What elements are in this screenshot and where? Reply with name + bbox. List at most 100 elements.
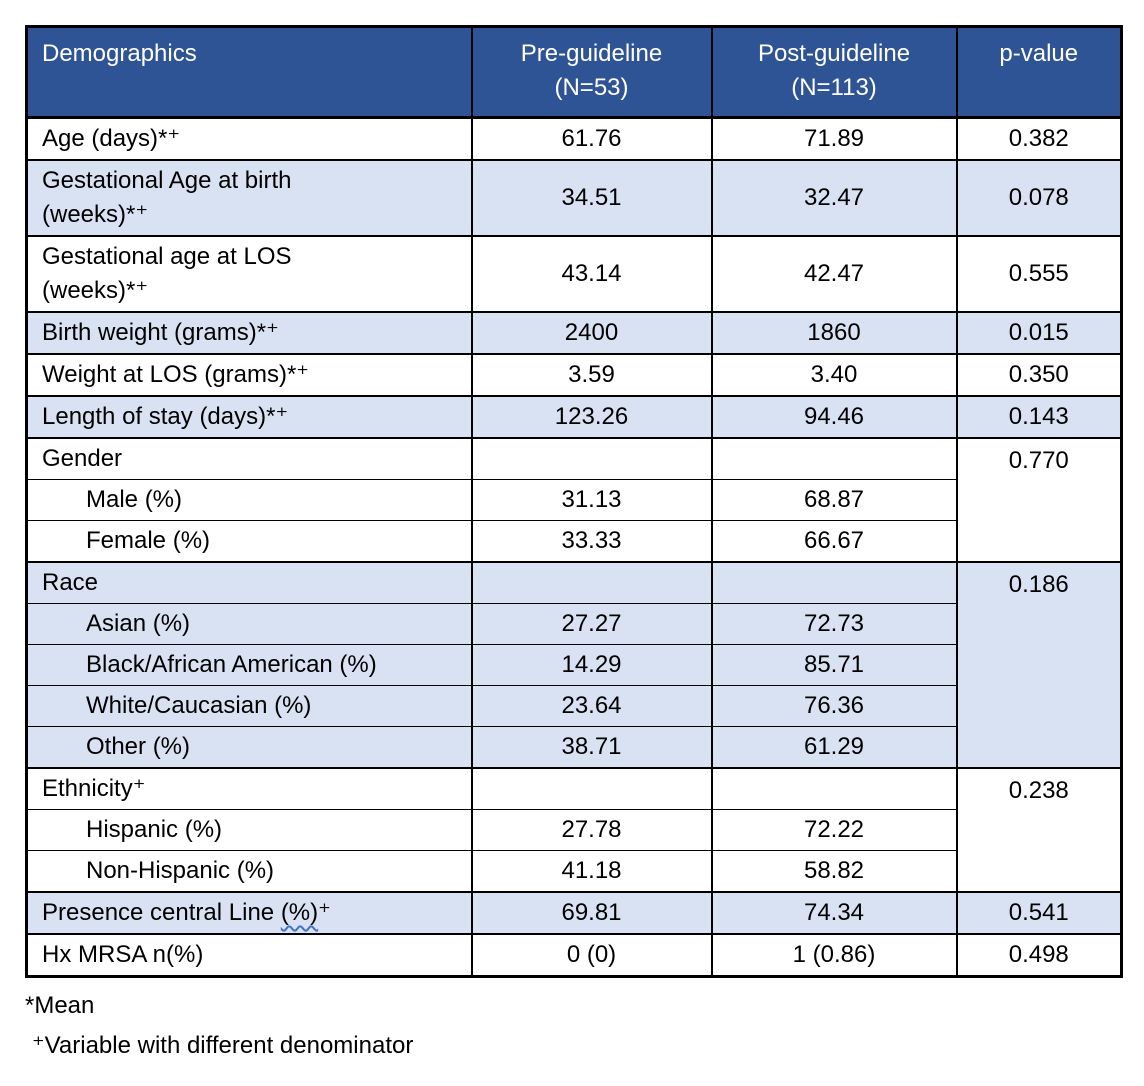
pre-value-cell: 43.14 <box>470 235 712 312</box>
post-value-cell: 94.46 <box>710 395 957 438</box>
table-row: Weight at LOS (grams)*⁺ 3.59 3.40 0.350 <box>26 353 1122 396</box>
table-row: Male (%) 31.13 68.87 <box>26 479 1122 521</box>
p-value-cell: 0.555 <box>955 235 1122 312</box>
post-value-cell: 3.40 <box>710 353 957 396</box>
post-value-cell: 32.47 <box>710 159 957 236</box>
pre-value-cell <box>470 561 712 604</box>
column-header-label: Post-guideline <box>757 40 911 67</box>
pre-value-cell: 34.51 <box>470 159 712 236</box>
post-value-cell: 68.87 <box>710 479 957 521</box>
post-value-cell: 58.82 <box>710 850 957 892</box>
row-label-cell: Gestational Age at birth (weeks)*⁺ <box>26 159 472 236</box>
row-label-cell: Gender <box>26 437 472 480</box>
post-value-cell: 74.34 <box>710 891 957 934</box>
table-row: Hx MRSA n(%) 0 (0) 1 (0.86) 0.498 <box>26 933 1122 977</box>
row-label-cell: Hx MRSA n(%) <box>26 933 472 977</box>
row-label-cell: Hispanic (%) <box>26 809 472 851</box>
table-row: Ethnicity⁺ 0.238 <box>26 767 1122 892</box>
pre-value-cell: 14.29 <box>470 644 712 686</box>
row-label-cell: Asian (%) <box>26 603 472 645</box>
column-header-label: p-value <box>999 40 1079 67</box>
post-value-cell: 76.36 <box>710 685 957 727</box>
pre-value-cell: 61.76 <box>470 116 712 160</box>
post-value-cell: 1 (0.86) <box>710 933 957 977</box>
post-value-cell <box>710 561 957 604</box>
pre-value-cell: 23.64 <box>470 685 712 727</box>
column-header-label: Demographics <box>42 40 197 67</box>
row-label-cell: Presence central Line (%)⁺ <box>26 891 472 934</box>
row-label-cell: Race <box>26 561 472 604</box>
column-header-post-guideline: Post-guideline (N=113) <box>710 26 957 119</box>
pre-value-cell: 41.18 <box>470 850 712 892</box>
demographics-table: Demographics Pre-guideline (N=53) Post-g… <box>25 25 1123 978</box>
pre-value-cell: 123.26 <box>470 395 712 438</box>
table-row: Non-Hispanic (%) 41.18 58.82 <box>26 850 1122 892</box>
post-value-cell: 61.29 <box>710 726 957 768</box>
p-value-cell: 0.382 <box>955 116 1122 160</box>
post-value-cell: 1860 <box>710 311 957 354</box>
table-row: Race 0.186 <box>26 561 1122 768</box>
column-header-label: Pre-guideline <box>520 40 663 67</box>
p-value-cell: 0.238 <box>955 767 1122 892</box>
p-value-cell: 0.350 <box>955 353 1122 396</box>
table-row: Gestational Age at birth (weeks)*⁺ 34.51 3… <box>26 159 1122 236</box>
table-row: Gender 0.770 <box>26 437 1122 562</box>
p-value-cell: 0.078 <box>955 159 1122 236</box>
pre-value-cell: 3.59 <box>470 353 712 396</box>
table-row: Presence central Line (%)⁺ 69.81 74.34 0.54… <box>26 891 1122 934</box>
label-text: Presence central Line <box>42 899 281 926</box>
footnote-denominator: ⁺Variable with different denominator <box>32 1032 414 1059</box>
pre-value-cell: 31.13 <box>470 479 712 521</box>
p-value-cell: 0.015 <box>955 311 1122 354</box>
pre-value-cell: 38.71 <box>470 726 712 768</box>
row-label-cell: Gestational age at LOS (weeks)*⁺ <box>26 235 472 312</box>
table-row: White/Caucasian (%) 23.64 76.36 <box>26 685 1122 727</box>
post-value-cell: 72.73 <box>710 603 957 645</box>
p-value-cell: 0.541 <box>955 891 1122 934</box>
row-label-cell: Other (%) <box>26 726 472 768</box>
pre-value-cell: 27.78 <box>470 809 712 851</box>
table-row: Hispanic (%) 27.78 72.22 <box>26 809 1122 851</box>
row-label-cell: Ethnicity⁺ <box>26 767 472 810</box>
row-label-cell: Female (%) <box>26 520 472 562</box>
row-label-cell: Birth weight (grams)*⁺ <box>26 311 472 354</box>
p-value-cell: 0.498 <box>955 933 1122 977</box>
post-value-cell <box>710 767 957 810</box>
table-row: Black/African American (%) 14.29 85.71 <box>26 644 1122 686</box>
table-row: Asian (%) 27.27 72.73 <box>26 603 1122 645</box>
row-label-cell: Age (days)*⁺ <box>26 116 472 160</box>
p-value-cell: 0.143 <box>955 395 1122 438</box>
pre-value-cell <box>470 767 712 810</box>
footnote-mean: *Mean <box>25 992 95 1019</box>
table-row: Other (%) 38.71 61.29 <box>26 726 1122 768</box>
column-header-p-value: p-value <box>955 26 1122 119</box>
footnotes: *Mean ⁺Variable with different denominat… <box>25 986 1120 1066</box>
row-label-cell: Non-Hispanic (%) <box>26 850 472 892</box>
table-row: Length of stay (days)*⁺ 123.26 94.46 0.143 <box>26 395 1122 438</box>
table-row: Birth weight (grams)*⁺ 2400 1860 0.015 <box>26 311 1122 354</box>
table-body: Age (days)*⁺ 61.76 71.89 0.382 Gestational A… <box>26 116 1122 977</box>
header-row: Demographics Pre-guideline (N=53) Post-g… <box>26 26 1122 119</box>
pre-value-cell: 69.81 <box>470 891 712 934</box>
pre-value-cell: 0 (0) <box>470 933 712 977</box>
row-label-cell: Black/African American (%) <box>26 644 472 686</box>
row-label-cell: White/Caucasian (%) <box>26 685 472 727</box>
table-row: Female (%) 33.33 66.67 <box>26 520 1122 562</box>
post-value-cell <box>710 437 957 480</box>
column-header-demographics: Demographics <box>26 26 472 119</box>
pre-value-cell <box>470 437 712 480</box>
table-row: Gestational age at LOS (weeks)*⁺ 43.14 42.… <box>26 235 1122 312</box>
post-value-cell: 72.22 <box>710 809 957 851</box>
column-header-sub: (N=113) <box>791 74 877 101</box>
p-value-cell: 0.770 <box>955 437 1122 562</box>
table-row: Age (days)*⁺ 61.76 71.89 0.382 <box>26 116 1122 160</box>
pre-value-cell: 27.27 <box>470 603 712 645</box>
post-value-cell: 71.89 <box>710 116 957 160</box>
column-header-sub: (N=53) <box>554 74 629 101</box>
post-value-cell: 85.71 <box>710 644 957 686</box>
post-value-cell: 42.47 <box>710 235 957 312</box>
table-header: Demographics Pre-guideline (N=53) Post-g… <box>26 26 1122 119</box>
row-label-cell: Length of stay (days)*⁺ <box>26 395 472 438</box>
p-value-cell: 0.186 <box>955 561 1122 768</box>
pre-value-cell: 33.33 <box>470 520 712 562</box>
